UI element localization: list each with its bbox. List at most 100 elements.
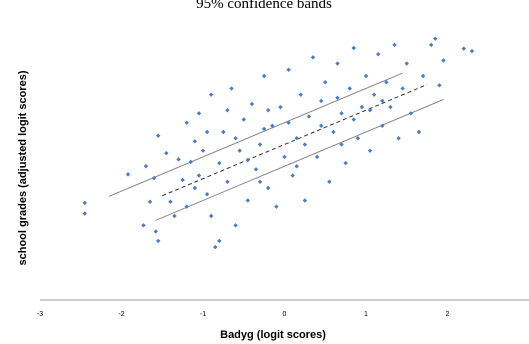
data-point bbox=[180, 177, 185, 183]
data-point bbox=[335, 61, 340, 66]
data-point bbox=[408, 111, 414, 116]
data-point bbox=[347, 86, 352, 91]
data-point bbox=[286, 67, 291, 72]
data-point bbox=[278, 104, 283, 110]
data-point bbox=[286, 120, 291, 125]
data-point bbox=[388, 104, 393, 110]
data-point bbox=[404, 61, 409, 66]
data-point bbox=[217, 160, 222, 166]
data-point bbox=[400, 86, 405, 91]
regression-lines bbox=[109, 72, 444, 221]
data-point bbox=[204, 129, 210, 135]
data-point bbox=[184, 120, 189, 125]
data-point bbox=[441, 58, 446, 63]
data-point bbox=[168, 199, 173, 204]
x-tick-label: 0 bbox=[283, 311, 287, 318]
data-point bbox=[257, 142, 263, 147]
data-point bbox=[302, 198, 308, 203]
data-point bbox=[318, 123, 324, 128]
data-point bbox=[147, 199, 153, 204]
data-point bbox=[351, 45, 356, 51]
data-point bbox=[380, 98, 385, 104]
data-point bbox=[343, 160, 348, 166]
data-points bbox=[82, 36, 475, 250]
data-point bbox=[141, 223, 146, 228]
x-tick-label: 1 bbox=[364, 311, 368, 318]
data-point bbox=[213, 244, 218, 250]
data-point bbox=[298, 92, 303, 97]
data-point bbox=[367, 148, 373, 153]
data-point bbox=[380, 123, 385, 128]
upper-confidence-band bbox=[109, 72, 403, 197]
data-point bbox=[371, 92, 377, 97]
data-point bbox=[433, 36, 438, 41]
data-point bbox=[237, 148, 242, 153]
data-point bbox=[188, 159, 193, 165]
data-point bbox=[314, 154, 320, 160]
data-point bbox=[241, 117, 246, 122]
data-point bbox=[384, 80, 389, 85]
data-point bbox=[208, 92, 214, 97]
data-point bbox=[184, 204, 189, 209]
data-point bbox=[257, 179, 263, 184]
data-point bbox=[245, 157, 251, 163]
data-point bbox=[225, 179, 230, 184]
data-point bbox=[323, 80, 328, 85]
data-point bbox=[261, 126, 267, 132]
data-point bbox=[204, 192, 210, 197]
data-point bbox=[155, 238, 161, 244]
data-point bbox=[225, 108, 230, 113]
data-point bbox=[416, 129, 422, 135]
data-point bbox=[155, 133, 161, 138]
data-point bbox=[249, 101, 255, 107]
data-point bbox=[282, 154, 287, 160]
data-point bbox=[339, 111, 344, 116]
lower-confidence-band bbox=[155, 99, 444, 221]
data-point bbox=[176, 157, 181, 162]
fit-line bbox=[162, 84, 428, 197]
data-point bbox=[335, 95, 340, 100]
data-point bbox=[196, 173, 202, 178]
data-point bbox=[192, 139, 198, 144]
data-point bbox=[306, 114, 312, 119]
data-point bbox=[82, 211, 88, 216]
data-point bbox=[221, 129, 226, 135]
data-point bbox=[318, 98, 324, 104]
data-point bbox=[233, 223, 238, 228]
data-point bbox=[143, 164, 149, 169]
data-point bbox=[153, 229, 158, 234]
data-point bbox=[266, 185, 271, 191]
data-point bbox=[310, 55, 316, 60]
data-point bbox=[469, 48, 475, 54]
data-point bbox=[82, 200, 88, 206]
data-point bbox=[200, 148, 206, 153]
data-point bbox=[339, 142, 344, 147]
data-point bbox=[274, 204, 279, 209]
x-tick-label: -3 bbox=[37, 311, 43, 318]
data-point bbox=[355, 136, 361, 141]
data-point bbox=[461, 46, 466, 51]
data-point bbox=[208, 213, 214, 219]
data-point bbox=[253, 167, 259, 172]
data-point bbox=[363, 73, 369, 79]
data-point bbox=[125, 172, 131, 177]
chart-title: 95% confidence bands bbox=[196, 0, 332, 12]
data-point bbox=[376, 52, 381, 57]
data-point bbox=[245, 198, 251, 203]
data-point bbox=[429, 42, 434, 48]
data-point bbox=[294, 164, 299, 169]
data-point bbox=[437, 83, 442, 88]
data-point bbox=[233, 136, 238, 141]
data-point bbox=[367, 108, 373, 113]
x-tick-label: 2 bbox=[446, 311, 450, 318]
data-point bbox=[331, 129, 336, 135]
data-point bbox=[392, 42, 397, 48]
data-point bbox=[420, 73, 426, 79]
data-point bbox=[302, 142, 308, 147]
x-tick-label: -2 bbox=[118, 311, 124, 318]
data-point bbox=[164, 150, 169, 156]
data-point bbox=[359, 104, 365, 110]
data-point bbox=[151, 175, 157, 181]
data-point bbox=[266, 108, 271, 113]
